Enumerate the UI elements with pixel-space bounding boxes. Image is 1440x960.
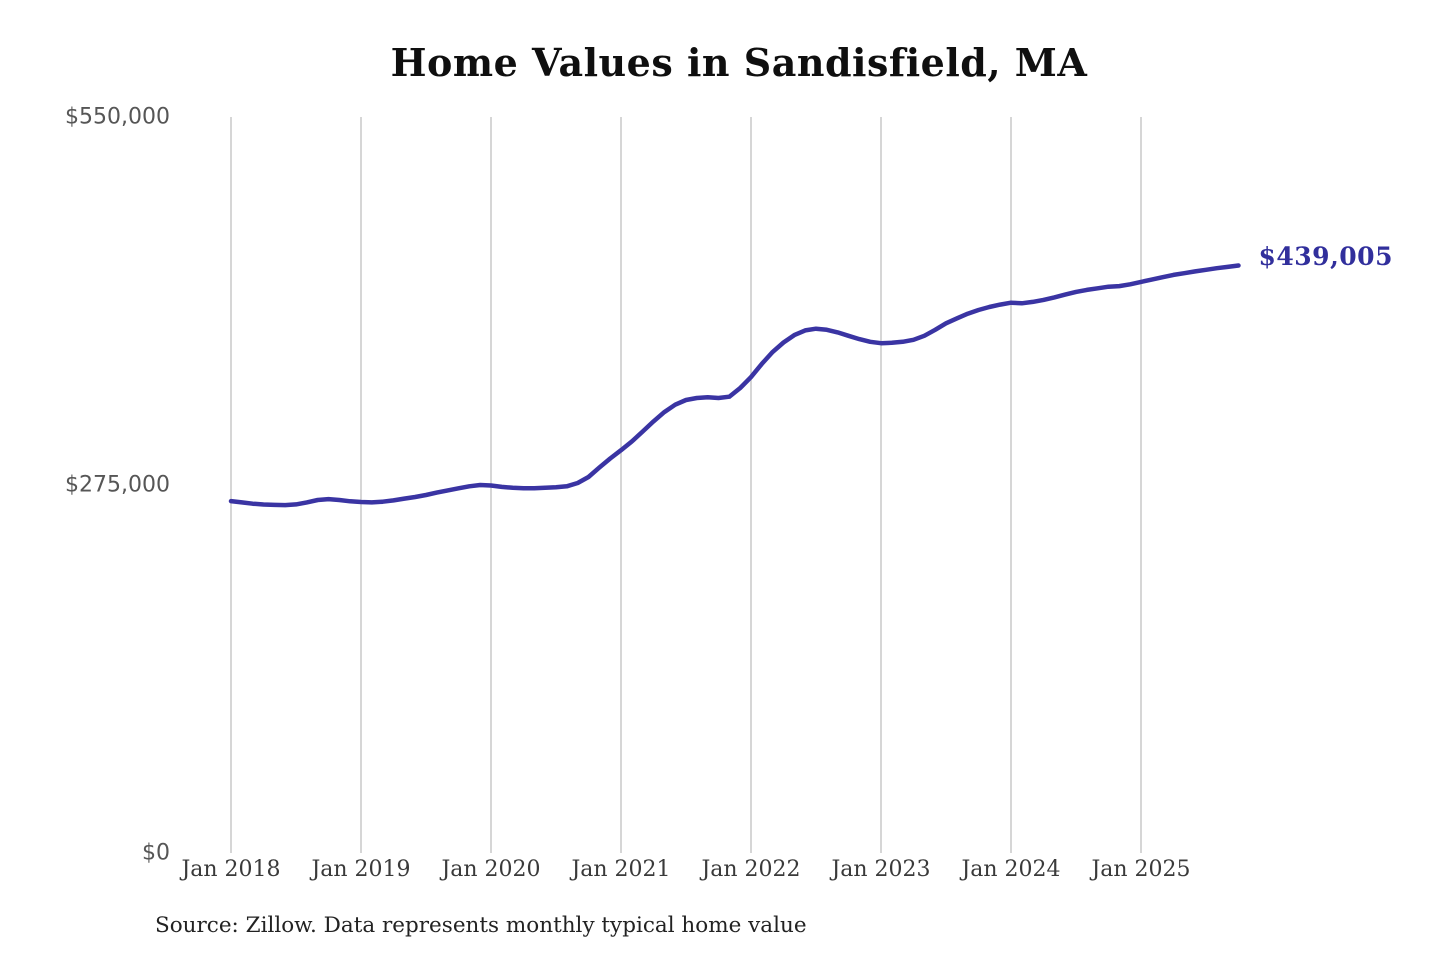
vertical-gridlines [230,117,1142,853]
chart-title: Home Values in Sandisfield, MA [390,40,1088,85]
x-axis-tick-label: Jan 2025 [1091,857,1191,882]
x-axis-tick-label: Jan 2023 [831,857,931,882]
source-note: Source: Zillow. Data represents monthly … [155,913,807,938]
y-axis-tick-label: $550,000 [65,104,170,130]
x-axis-tick-label: Jan 2024 [961,857,1061,882]
y-axis-tick-label: $0 [142,840,170,866]
x-axis-tick-label: Jan 2020 [441,857,541,882]
x-axis-tick-label: Jan 2018 [181,857,281,882]
home-value-line [228,263,1241,508]
x-axis-tick-label: Jan 2019 [311,857,411,882]
x-axis-tick-label: Jan 2021 [571,857,671,882]
x-axis-tick-label: Jan 2022 [701,857,801,882]
y-axis-tick-label: $275,000 [65,472,170,498]
end-value-label: $439,005 [1258,241,1393,271]
